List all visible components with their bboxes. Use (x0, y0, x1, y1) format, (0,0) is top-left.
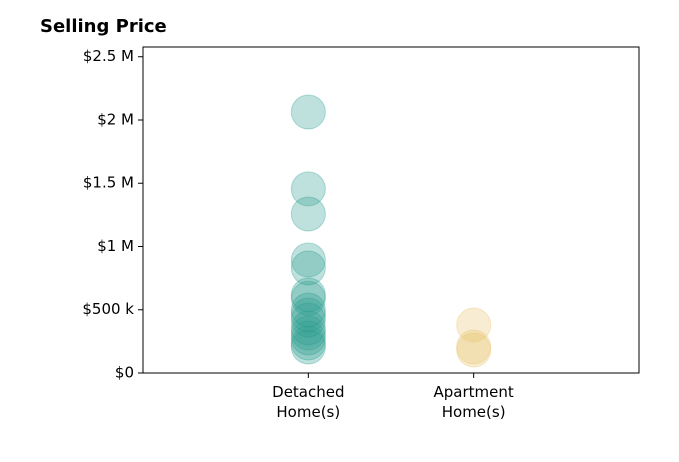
y-tick-label: $500 k (82, 300, 134, 318)
point (290, 250, 326, 286)
y-tick-label: $2 M (97, 110, 134, 128)
y-tick-label: $0 (115, 364, 134, 382)
point (290, 280, 326, 316)
x-tick-label: Detached Home(s) (272, 383, 345, 421)
point (290, 302, 326, 338)
point (290, 292, 326, 328)
y-tick-label: $1 M (97, 237, 134, 255)
point (290, 171, 326, 207)
x-tick-label: Apartment Home(s) (433, 383, 514, 421)
point (456, 307, 492, 343)
point (456, 329, 492, 365)
point (290, 315, 326, 351)
point (290, 310, 326, 346)
point (290, 297, 326, 333)
point (290, 277, 326, 313)
y-tick-label: $2.5 M (83, 47, 134, 65)
point (290, 94, 326, 130)
point (290, 325, 326, 361)
point (290, 329, 326, 365)
point (290, 196, 326, 232)
point (456, 332, 492, 368)
y-tick-label: $1.5 M (83, 174, 134, 192)
chart-title: Selling Price (40, 16, 167, 37)
plot-frame (142, 46, 640, 374)
point (290, 242, 326, 278)
point (290, 320, 326, 356)
